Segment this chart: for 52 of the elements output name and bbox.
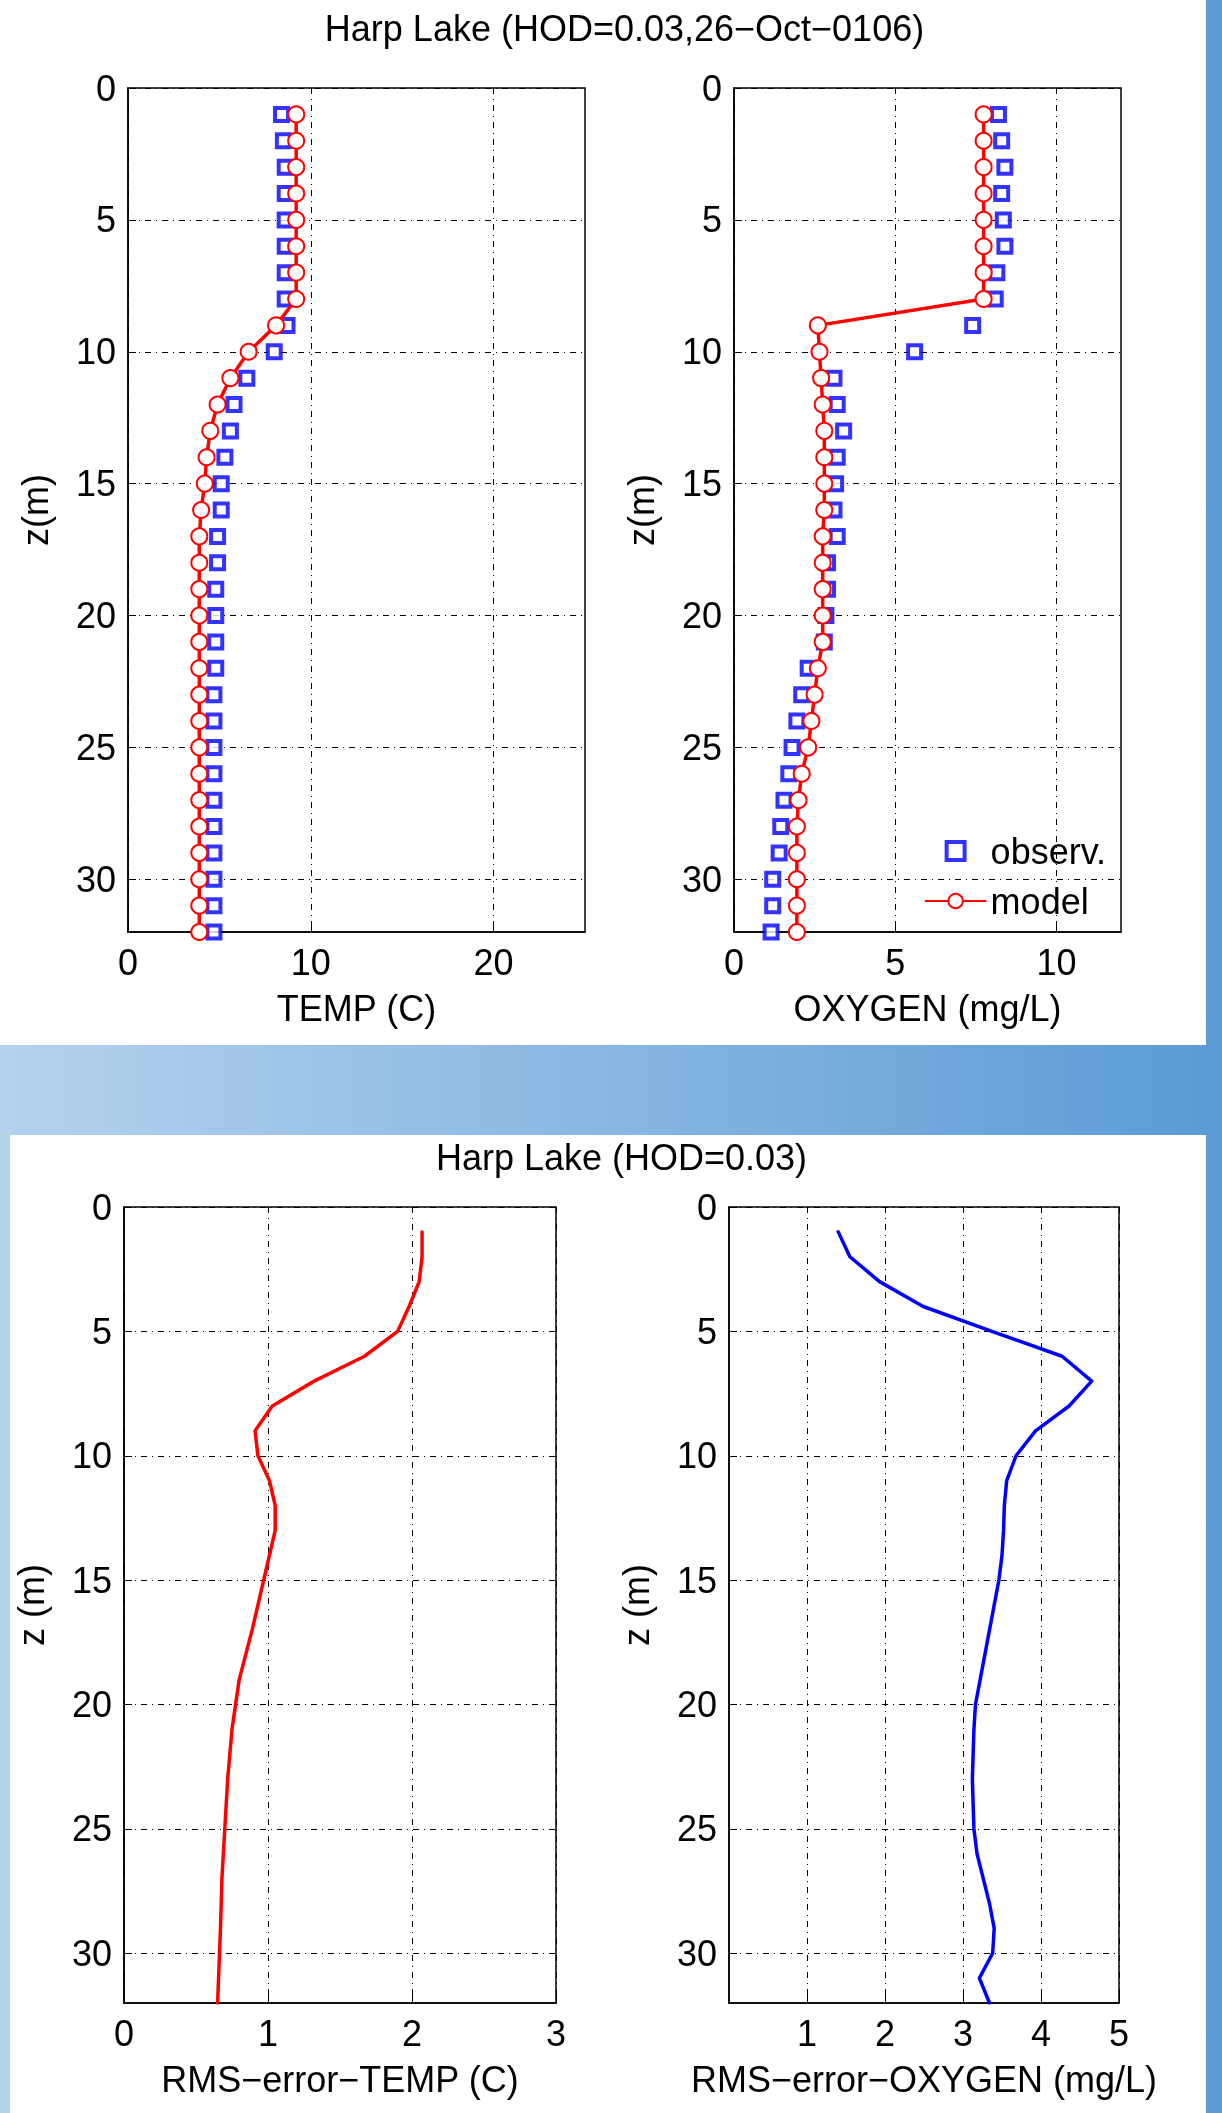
y-tick-label: 25 [75, 726, 116, 768]
x-axis-title: RMS−error−OXYGEN (mg/L) [690, 2058, 1158, 2100]
legend-label: model [990, 880, 1089, 922]
y-tick-label: 0 [91, 1186, 112, 1228]
x-axis-title: TEMP (C) [276, 987, 437, 1029]
x-tick-label: 10 [1036, 941, 1077, 983]
y-tick-label: 15 [75, 463, 116, 505]
y-tick-label: 20 [681, 595, 722, 636]
x-tick-label: 1 [257, 2012, 279, 2054]
y-axis-title: z (m) [10, 1564, 52, 1646]
y-tick-label: 5 [696, 1310, 717, 1352]
y-tick-label: 5 [95, 199, 116, 241]
y-tick-label: 30 [676, 1932, 717, 1974]
y-tick-label: 15 [681, 463, 722, 505]
y-tick-label: 10 [676, 1435, 717, 1477]
y-tick-label: 30 [681, 858, 722, 900]
x-tick-label: 2 [401, 2012, 423, 2054]
y-tick-label: 20 [75, 595, 116, 636]
y-tick-label: 5 [91, 1310, 112, 1352]
x-tick-label: 3 [952, 2012, 974, 2054]
y-tick-label: 25 [71, 1808, 112, 1850]
x-tick-label: 5 [885, 941, 906, 983]
y-tick-label: 0 [696, 1186, 717, 1228]
y-axis-title: z (m) [615, 1564, 657, 1646]
x-tick-label: 20 [473, 941, 514, 983]
x-tick-label: 4 [1030, 2012, 1052, 2054]
x-axis-title: OXYGEN (mg/L) [793, 987, 1062, 1029]
y-tick-label: 10 [681, 331, 722, 373]
chart-title: Harp Lake (HOD=0.03,26−Oct−0106) [323, 8, 926, 50]
y-tick-label: 20 [676, 1684, 717, 1725]
chart-title: Harp Lake (HOD=0.03) [434, 1137, 809, 1179]
y-axis-title: z(m) [620, 474, 662, 546]
y-tick-label: 30 [71, 1932, 112, 1974]
y-tick-label: 15 [676, 1559, 717, 1601]
x-axis-title: RMS−error−TEMP (C) [161, 2058, 519, 2100]
x-tick-label: 3 [545, 2012, 567, 2054]
y-axis-title: z(m) [14, 474, 56, 546]
y-tick-label: 0 [701, 67, 722, 109]
x-tick-label: 5 [1108, 2012, 1130, 2054]
legend-label: observ. [990, 830, 1107, 872]
x-tick-label: 10 [290, 941, 331, 983]
y-tick-label: 20 [71, 1684, 112, 1725]
y-tick-label: 25 [676, 1808, 717, 1850]
y-tick-label: 10 [71, 1435, 112, 1477]
y-tick-label: 5 [701, 199, 722, 241]
y-tick-label: 0 [95, 67, 116, 109]
y-tick-label: 25 [681, 726, 722, 768]
x-tick-label: 2 [874, 2012, 896, 2054]
y-tick-label: 30 [75, 858, 116, 900]
y-tick-label: 10 [75, 331, 116, 373]
y-tick-label: 15 [71, 1559, 112, 1601]
x-tick-label: 1 [796, 2012, 818, 2054]
